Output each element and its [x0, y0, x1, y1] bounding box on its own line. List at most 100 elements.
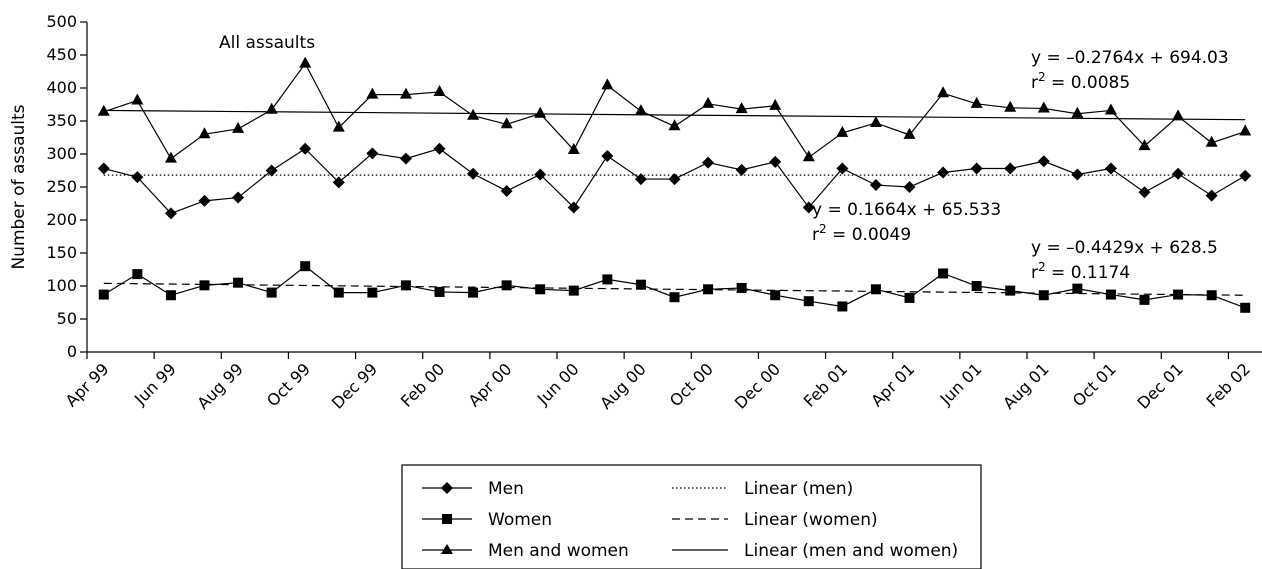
- y-tick-label: 400: [46, 78, 77, 97]
- data-point: [1139, 294, 1150, 305]
- data-point: [1205, 135, 1218, 147]
- data-point: [735, 163, 748, 176]
- r2-men: r2 = 0.0049: [812, 222, 911, 245]
- x-tick-label: Aug 00: [596, 359, 650, 413]
- data-point: [97, 104, 110, 116]
- data-point: [970, 96, 983, 108]
- data-point: [332, 120, 345, 132]
- data-point: [299, 56, 312, 68]
- data-point: [634, 104, 647, 116]
- data-point: [635, 279, 646, 290]
- trendline: [103, 109, 1246, 121]
- data-point: [164, 207, 177, 220]
- data-point: [199, 280, 210, 291]
- data-point: [433, 142, 446, 155]
- data-point: [1172, 167, 1185, 180]
- data-point: [300, 261, 311, 272]
- data-point: [98, 289, 109, 300]
- legend-item-linear-men: Linear (men): [672, 479, 853, 499]
- data-point: [265, 164, 278, 177]
- data-point: [903, 127, 916, 139]
- data-point: [534, 106, 547, 118]
- data-point: [634, 173, 647, 186]
- x-tick-label: Apr 00: [464, 359, 515, 410]
- annotations: All assaults y = –0.2764x + 694.03 r2 = …: [219, 33, 1229, 283]
- svg-text:Linear (men): Linear (men): [744, 479, 853, 499]
- legend-item-linear-women: Linear (women): [672, 510, 878, 530]
- y-tick-label: 350: [46, 111, 77, 130]
- y-tick-label: 250: [46, 177, 77, 196]
- data-point: [769, 155, 782, 168]
- y-tick-label: 100: [46, 276, 77, 295]
- legend-item-women: Women: [422, 510, 552, 530]
- x-tick-label: Jun 00: [533, 359, 583, 409]
- x-tick-label: Dec 99: [328, 359, 381, 412]
- y-tick-label: 50: [57, 309, 77, 328]
- data-point: [1105, 289, 1116, 300]
- data-point: [97, 162, 110, 175]
- legend-item-men: Men: [422, 479, 524, 499]
- equation-all: y = –0.2764x + 694.03: [1031, 48, 1229, 68]
- data-point: [164, 151, 177, 163]
- data-point: [1240, 302, 1251, 313]
- data-point: [568, 285, 579, 296]
- data-point: [1138, 186, 1151, 199]
- data-point: [702, 96, 715, 108]
- legend-item-men-and-women: Men and women: [422, 541, 629, 561]
- x-tick-label: Dec 00: [731, 359, 784, 412]
- data-point: [198, 194, 211, 207]
- legend-box: [401, 464, 982, 569]
- data-point: [1071, 106, 1084, 118]
- data-point: [702, 156, 715, 169]
- data-point: [501, 280, 512, 291]
- data-point: [668, 173, 681, 186]
- data-point: [433, 84, 446, 96]
- data-point: [198, 127, 211, 139]
- data-point: [869, 179, 882, 192]
- data-point: [601, 149, 614, 162]
- data-point: [938, 268, 949, 279]
- data-point: [367, 287, 378, 298]
- data-point: [870, 284, 881, 295]
- data-point: [468, 287, 479, 298]
- y-tick-label: 200: [46, 210, 77, 229]
- y-tick-label: 450: [46, 45, 77, 64]
- annotation-all-assaults: All assaults: [219, 33, 315, 53]
- data-point: [299, 142, 312, 155]
- data-point: [668, 119, 681, 131]
- data-point: [131, 171, 144, 184]
- x-tick-label: Feb 02: [1203, 359, 1254, 410]
- diamond-marker-icon: [441, 482, 453, 494]
- data-point: [535, 284, 546, 295]
- data-point: [1239, 124, 1252, 136]
- data-point: [669, 292, 680, 303]
- y-axis-label: Number of assaults: [9, 104, 29, 269]
- legend: Men Women Men and women Linear (men) Lin…: [401, 464, 982, 569]
- data-point: [869, 115, 882, 127]
- data-point: [1138, 139, 1151, 151]
- data-point: [904, 292, 915, 303]
- data-point: [770, 290, 781, 301]
- y-tick-label: 0: [67, 342, 77, 361]
- data-point: [602, 274, 613, 285]
- svg-text:Linear (men and women): Linear (men and women): [744, 541, 958, 561]
- data-point: [803, 296, 814, 307]
- y-tick-label: 150: [46, 243, 77, 262]
- equation-women: y = –0.4429x + 628.5: [1031, 238, 1218, 258]
- equation-men: y = 0.1664x + 65.533: [812, 200, 1001, 220]
- data-point: [1206, 290, 1217, 301]
- data-point: [567, 201, 580, 214]
- data-point: [567, 143, 580, 155]
- data-point: [1239, 169, 1252, 182]
- data-point: [366, 87, 379, 99]
- data-point: [333, 287, 344, 298]
- data-point: [132, 269, 143, 280]
- x-tick-label: Jun 99: [130, 359, 180, 409]
- x-tick-label: Dec 01: [1134, 359, 1187, 412]
- data-point: [400, 280, 411, 291]
- data-point: [836, 125, 849, 137]
- data-point: [434, 286, 445, 297]
- data-point: [971, 281, 982, 291]
- legend-item-linear-men-and-women: Linear (men and women): [672, 541, 958, 561]
- data-point: [467, 167, 480, 180]
